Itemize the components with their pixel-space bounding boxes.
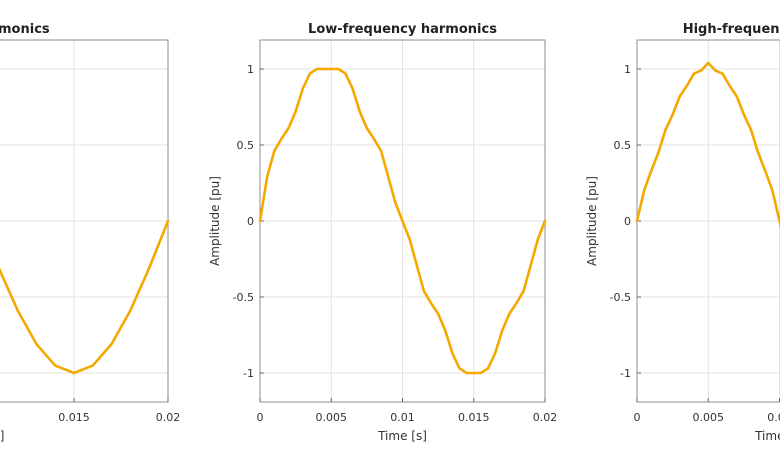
x-tick-label: 0 bbox=[257, 411, 264, 424]
x-axis-label: Time [s] bbox=[377, 429, 427, 443]
x-tick-label: 0.02 bbox=[533, 411, 558, 424]
x-tick-label: 0.015 bbox=[458, 411, 490, 424]
x-tick-label: 0 bbox=[634, 411, 641, 424]
chart-title: Low-frequency harmonics bbox=[308, 22, 497, 37]
chart-3: 00.0050.010.0150.02-1-0.500.51High-frequ… bbox=[585, 22, 780, 443]
y-axis-label: Amplitude [pu] bbox=[208, 176, 222, 266]
chart-title: Without harmonics bbox=[0, 22, 50, 37]
y-tick-label: 0 bbox=[624, 215, 631, 228]
chart-title: High-frequency harmonics bbox=[683, 22, 780, 37]
x-tick-label: 0.015 bbox=[58, 411, 90, 424]
y-tick-label: -1 bbox=[620, 367, 631, 380]
x-axis-label: Time [s] bbox=[0, 429, 4, 443]
x-tick-label: 0.01 bbox=[767, 411, 780, 424]
y-tick-label: 0.5 bbox=[237, 139, 255, 152]
y-tick-label: 0 bbox=[247, 215, 254, 228]
y-tick-label: 0.5 bbox=[614, 139, 632, 152]
y-tick-label: 1 bbox=[624, 63, 631, 76]
chart-2: 0 0.005 0.01 0.015 0.02 -1 -0.5 0 0.5 1 Low-freque… bbox=[208, 22, 557, 443]
y-tick-label: -0.5 bbox=[233, 291, 254, 304]
y-tick-label: -0.5 bbox=[610, 291, 631, 304]
x-tick-label: 0.01 bbox=[390, 411, 415, 424]
x-tick-label: 0.02 bbox=[156, 411, 181, 424]
x-axis-label: Time [s] bbox=[754, 429, 780, 443]
series-line bbox=[0, 219, 170, 375]
y-tick-label: 1 bbox=[247, 63, 254, 76]
y-axis-label: Amplitude [pu] bbox=[585, 176, 599, 266]
x-tick-label: 0.005 bbox=[693, 411, 725, 424]
x-tick-label: 0.005 bbox=[316, 411, 348, 424]
series-line bbox=[258, 67, 547, 375]
y-tick-label: -1 bbox=[243, 367, 254, 380]
